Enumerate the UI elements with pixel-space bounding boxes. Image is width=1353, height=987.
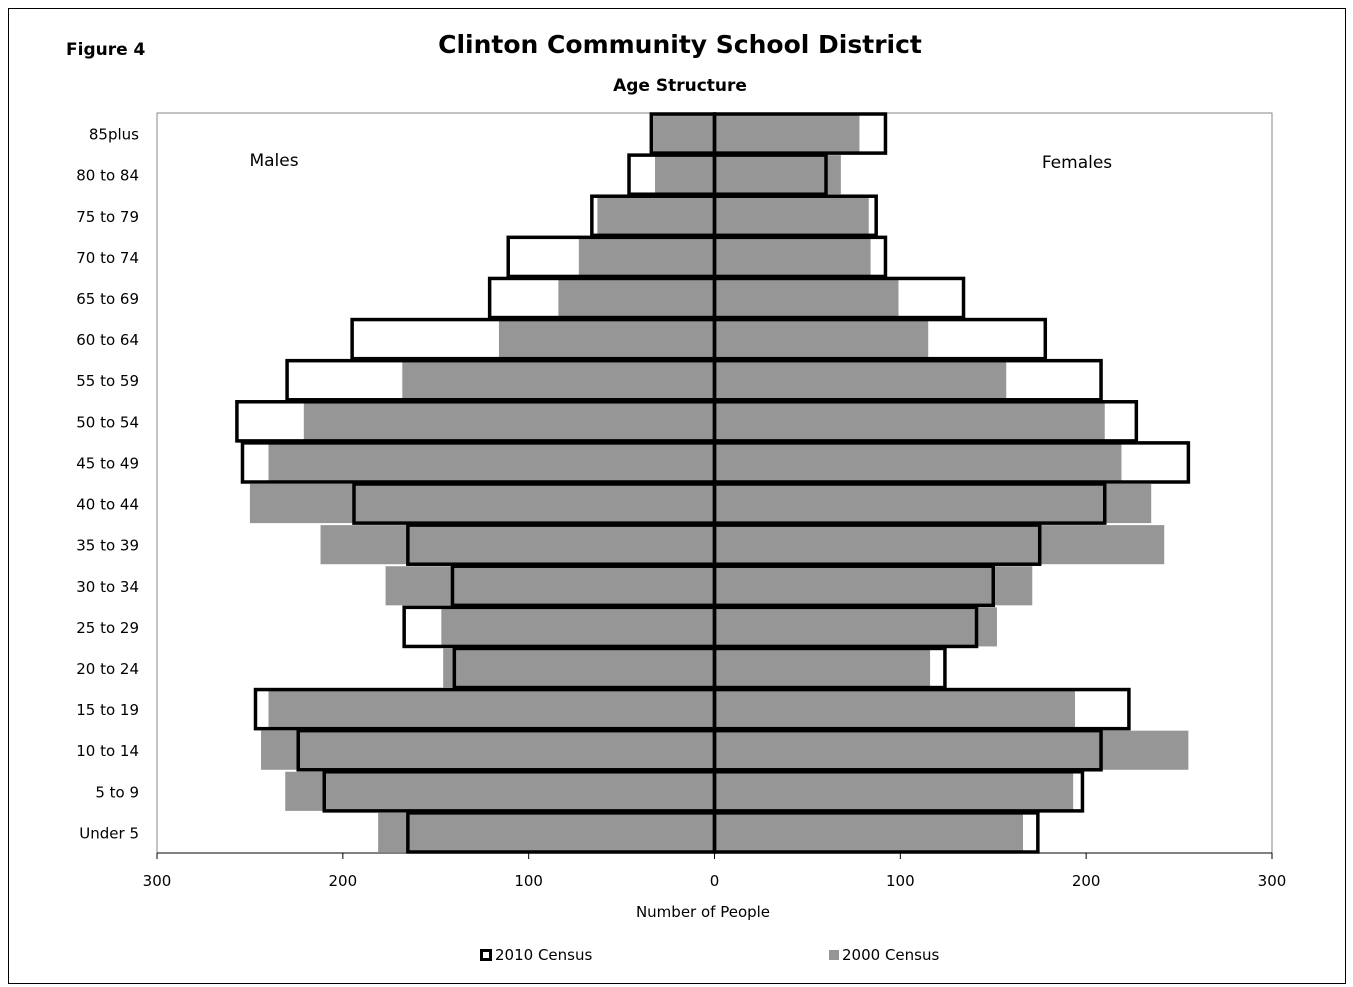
bar-2000-female	[714, 771, 1074, 811]
bar-2000-male	[441, 607, 715, 647]
y-tick-label: 45 to 49	[76, 454, 139, 472]
bar-2000-male	[249, 484, 715, 524]
y-tick-label: 35 to 39	[76, 537, 139, 555]
legend-label-2010: 2010 Census	[495, 946, 593, 964]
bar-2000-female	[714, 607, 997, 647]
bar-2000-female	[714, 237, 871, 277]
bar-2000-male	[378, 812, 715, 852]
y-tick-label: 65 to 69	[76, 290, 139, 308]
bar-2000-female	[714, 730, 1189, 770]
bar-2000-male	[402, 360, 715, 400]
bar-2000-female	[714, 196, 869, 236]
x-tick-label: 200	[329, 872, 358, 890]
bar-2000-female	[714, 566, 1033, 606]
y-tick-label: 50 to 54	[76, 413, 139, 431]
bar-2000-female	[714, 360, 1007, 400]
y-tick-label: 30 to 34	[76, 578, 139, 596]
bar-2000-male	[385, 566, 715, 606]
bar-2000-male	[597, 196, 715, 236]
bar-2000-male	[498, 319, 715, 359]
y-tick-label: Under 5	[79, 824, 139, 842]
bar-2000-female	[714, 525, 1165, 565]
bar-2000-male	[443, 648, 715, 688]
y-tick-label: 70 to 74	[76, 249, 139, 267]
legend-item-2010: 2010 Census	[480, 946, 592, 964]
bar-2000-male	[655, 155, 715, 195]
y-tick-label: 55 to 59	[76, 372, 139, 390]
figure-label: Figure 4	[66, 40, 146, 60]
bar-2000-female	[714, 689, 1076, 729]
bar-2000-female	[714, 401, 1105, 441]
chart-title: Clinton Community School District	[438, 30, 922, 59]
legend-label-2000: 2000 Census	[842, 946, 940, 964]
bar-2000-female	[714, 648, 931, 688]
bar-2000-female	[714, 278, 899, 318]
x-tick-label: 300	[143, 872, 172, 890]
bar-2000-male	[268, 689, 715, 729]
bar-2000-male	[320, 525, 715, 565]
legend-item-2000: 2000 Census	[829, 946, 939, 964]
y-tick-label: 40 to 44	[76, 496, 139, 514]
y-tick-label: 25 to 29	[76, 619, 139, 637]
legend-swatch-2010	[480, 949, 492, 961]
y-tick-label: 80 to 84	[76, 167, 139, 185]
bar-2000-male	[285, 771, 715, 811]
chart-subtitle: Age Structure	[613, 76, 747, 96]
y-tick-label: 75 to 79	[76, 208, 139, 226]
x-tick-label: 100	[514, 872, 543, 890]
bar-2000-male	[558, 278, 715, 318]
y-tick-label: 10 to 14	[76, 742, 139, 760]
y-tick-label: 60 to 64	[76, 331, 139, 349]
bar-2000-female	[714, 114, 860, 154]
bar-2000-male	[261, 730, 715, 770]
x-tick-label: 200	[1072, 872, 1101, 890]
bar-2000-female	[714, 484, 1152, 524]
legend-swatch-2000	[829, 950, 839, 960]
y-tick-label: 5 to 9	[95, 783, 139, 801]
y-tick-label: 20 to 24	[76, 660, 139, 678]
x-tick-label: 0	[710, 872, 720, 890]
x-axis-label: Number of People	[635, 903, 771, 921]
y-tick-label: 85plus	[89, 126, 139, 144]
bar-2000-male	[268, 442, 715, 482]
bar-2000-female	[714, 812, 1023, 852]
bar-2000-male	[578, 237, 715, 277]
bar-2000-male	[653, 114, 715, 154]
bar-2000-female	[714, 442, 1122, 482]
chart-frame	[8, 8, 1346, 984]
side-label-females: Females	[1042, 153, 1112, 173]
side-label-males: Males	[249, 151, 298, 171]
bar-2000-male	[303, 401, 715, 441]
y-tick-label: 15 to 19	[76, 701, 139, 719]
bar-2000-female	[714, 155, 841, 195]
x-tick-label: 300	[1258, 872, 1287, 890]
x-tick-label: 100	[886, 872, 915, 890]
bar-2000-female	[714, 319, 929, 359]
